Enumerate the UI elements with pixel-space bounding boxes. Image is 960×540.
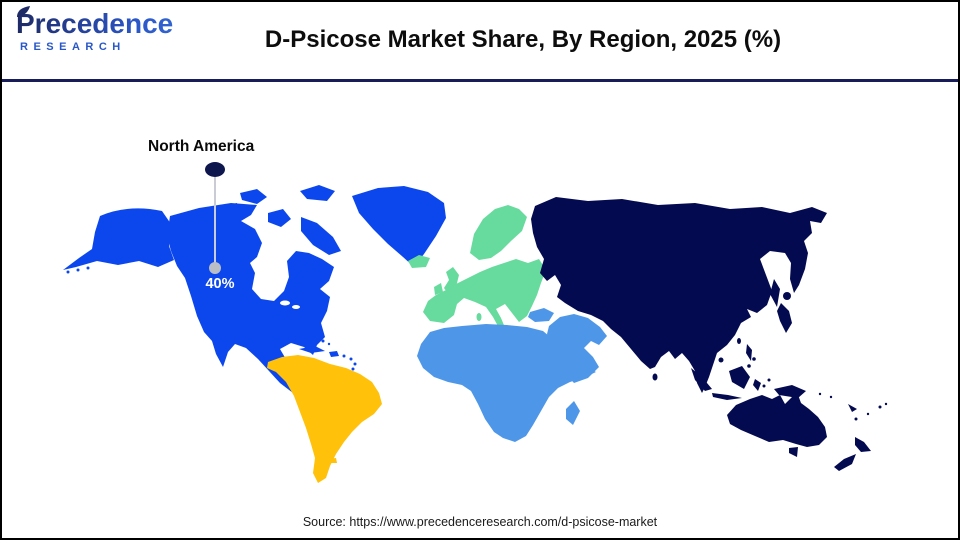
island-speck [752, 357, 756, 361]
island-speck [66, 270, 70, 274]
sri-lanka [652, 373, 658, 381]
philippines [746, 344, 752, 361]
australia [727, 392, 827, 447]
cuba [299, 346, 325, 353]
header-divider [2, 79, 958, 82]
falkland-islands [328, 458, 337, 463]
island-speck [353, 362, 357, 366]
header: Precedence RESEARCH D-Psicose Market Sha… [0, 0, 960, 79]
great-lakes [292, 305, 300, 309]
sardinia [476, 313, 482, 321]
hispaniola [329, 351, 339, 357]
source-text: Source: https://www.precedenceresearch.c… [302, 515, 658, 529]
callout-value: 40% [205, 276, 235, 292]
alaska [63, 208, 174, 270]
hokkaido [783, 292, 791, 300]
turkey [528, 308, 554, 322]
new-zealand-north [855, 437, 871, 452]
north-america-mainland [167, 203, 334, 397]
tasmania [789, 447, 798, 457]
borneo [729, 366, 750, 389]
callout-marker-dot [205, 162, 225, 177]
japan [777, 303, 792, 333]
asia-mainland [531, 197, 827, 393]
island-speck [349, 357, 353, 361]
callout-anchor-dot [209, 262, 221, 274]
island-speck [829, 395, 833, 399]
arctic-island [301, 217, 341, 255]
precedence-logo: Precedence RESEARCH [16, 6, 236, 53]
island-speck [321, 339, 325, 343]
africa-mainland [417, 324, 596, 442]
scandinavia [470, 205, 527, 260]
taiwan [737, 338, 741, 344]
sumatra [691, 368, 712, 391]
map-region-north-america [63, 185, 446, 397]
island-speck [767, 378, 771, 382]
map-region-south-america [267, 355, 382, 483]
arabia-iran [547, 314, 607, 383]
arctic-island [240, 189, 267, 204]
arctic-island [268, 209, 291, 227]
arctic-island [300, 185, 335, 201]
island-speck [747, 364, 751, 368]
map-region-africa-middle-east [417, 308, 607, 442]
new-zealand-south [834, 454, 856, 471]
south-america-mainland [267, 355, 382, 483]
europe-mainland [423, 259, 546, 330]
island-speck [854, 417, 858, 421]
arctic-island [228, 203, 238, 210]
greenland [352, 186, 446, 267]
island-speck [327, 342, 331, 346]
island-speck [818, 392, 822, 396]
map-region-europe [408, 205, 546, 336]
madagascar [566, 401, 580, 425]
java [712, 393, 742, 400]
callout-region-label: North America [148, 138, 255, 155]
sakhalin [770, 279, 780, 307]
island-speck [878, 405, 882, 409]
map-region-asia-pacific [531, 197, 888, 471]
iceland [408, 255, 430, 268]
ireland [434, 283, 443, 295]
island-speck [86, 266, 90, 270]
island-speck [76, 268, 80, 272]
hainan [718, 357, 724, 363]
logo-subtitle: RESEARCH [20, 41, 126, 53]
page-title: D-Psicose Market Share, By Region, 2025 … [264, 25, 782, 53]
new-caledonia [848, 404, 857, 412]
island-speck [351, 367, 355, 371]
leaf-icon [17, 6, 30, 17]
island-speck [866, 412, 870, 416]
great-lakes [280, 300, 290, 306]
island-speck [342, 354, 346, 358]
island-speck [762, 384, 766, 388]
great-britain [444, 267, 459, 295]
logo-wordmark: Precedence [16, 9, 236, 39]
island-speck [884, 402, 888, 406]
sulawesi [753, 379, 761, 391]
callout-leader-line [214, 177, 216, 264]
